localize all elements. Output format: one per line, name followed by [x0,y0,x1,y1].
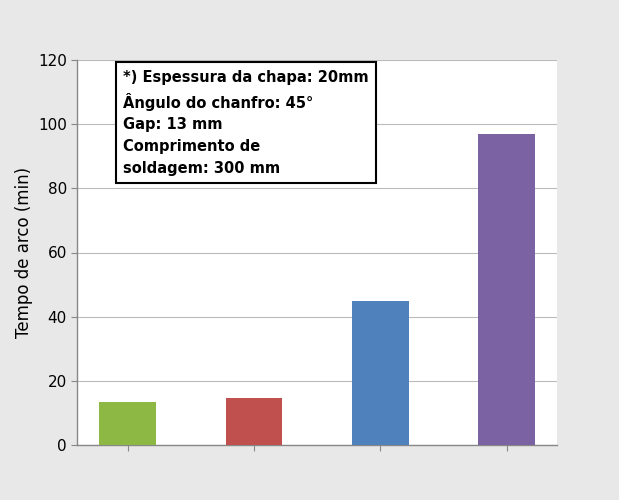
Bar [225,398,282,445]
Bar [352,300,409,445]
Bar [99,402,156,445]
Y-axis label: Tempo de arco (min): Tempo de arco (min) [14,167,33,338]
Bar [478,134,535,445]
Text: *) Espessura da chapa: 20mm
Ângulo do chanfro: 45°
Gap: 13 mm
Comprimento de
sol: *) Espessura da chapa: 20mm Ângulo do ch… [123,70,368,176]
